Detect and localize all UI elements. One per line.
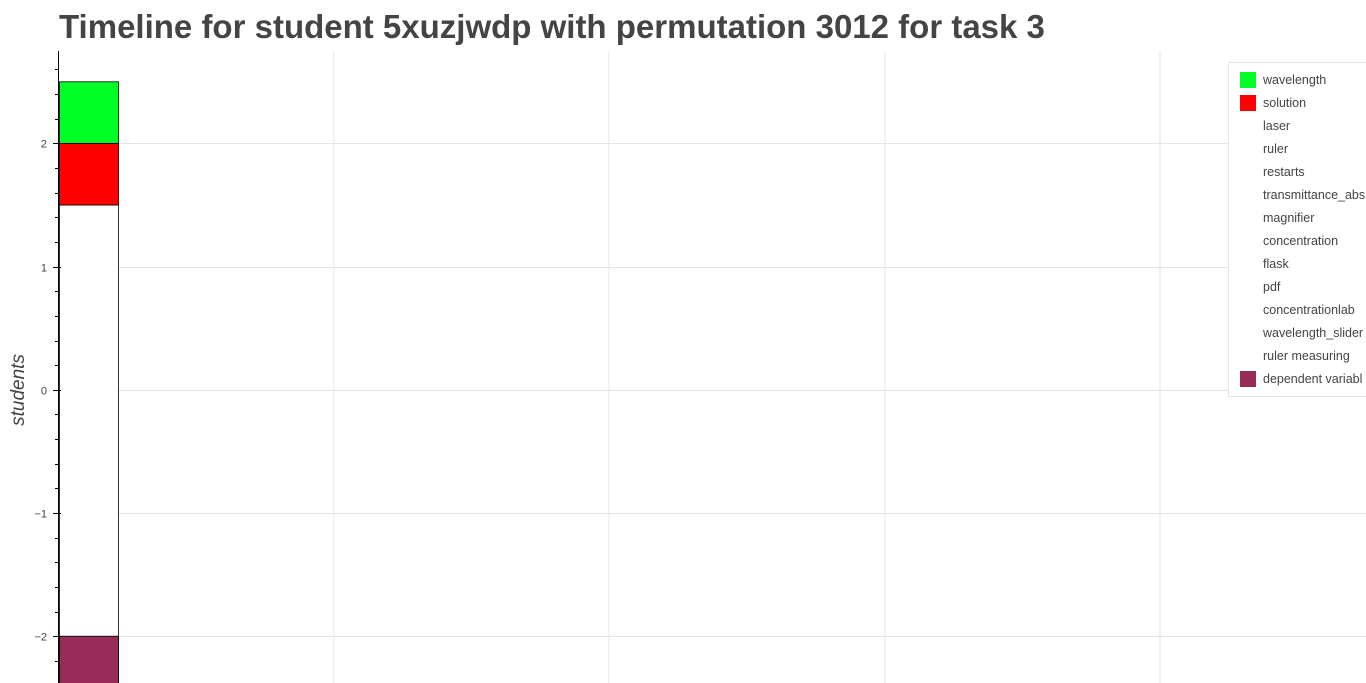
legend-swatch[interactable] [1240,72,1256,88]
y-tick-label: −1 [34,509,47,521]
legend-item-label[interactable]: transmittance_abs [1263,188,1365,202]
legend-item-label[interactable]: ruler measuring [1263,349,1350,363]
legend-item-label[interactable]: solution [1263,96,1306,110]
bar-background-segment [59,204,119,683]
legend-swatch[interactable] [1240,302,1256,318]
legend-item-label[interactable]: concentration [1263,234,1338,248]
bar-dependent-variabl [59,635,119,683]
y-tick-label: 1 [41,263,47,275]
legend-item-label[interactable]: laser [1263,119,1290,133]
legend-item-label[interactable]: pdf [1263,280,1281,294]
legend-swatch[interactable] [1240,325,1256,341]
y-axis-label: students [8,354,29,426]
legend-swatch[interactable] [1240,279,1256,295]
legend-item-label[interactable]: magnifier [1263,211,1314,225]
chart-title: Timeline for student 5xuzjwdp with permu… [59,8,1045,45]
legend-item-label[interactable]: wavelength [1262,73,1326,87]
legend-item-label[interactable]: wavelength_slider [1262,326,1363,340]
timeline-bars [59,81,119,683]
legend-swatch[interactable] [1240,164,1256,180]
y-tick-label: −2 [34,632,47,644]
legend-swatch[interactable] [1240,95,1256,111]
y-tick-label: 0 [41,386,47,398]
bar-wavelength [59,81,119,144]
legend-item-label[interactable]: dependent variabl [1263,372,1362,386]
legend-swatch[interactable] [1240,210,1256,226]
legend-swatch[interactable] [1240,187,1256,203]
bar-solution [59,142,119,206]
legend-swatch[interactable] [1240,256,1256,272]
y-tick-label: 2 [41,139,47,151]
legend-item-label[interactable]: concentrationlab [1263,303,1355,317]
legend-swatch[interactable] [1240,371,1256,387]
legend-swatch[interactable] [1240,233,1256,249]
legend-swatch[interactable] [1240,141,1256,157]
legend-item-label[interactable]: restarts [1263,165,1305,179]
legend-item-label[interactable]: ruler [1263,142,1288,156]
y-axis: −2 −1 0 1 2 students [8,51,61,683]
legend-box [1228,62,1366,397]
legend-swatch[interactable] [1240,118,1256,134]
legend-item-label[interactable]: flask [1263,257,1289,271]
grid-lines [59,51,1366,683]
legend[interactable]: wavelength solution laser ruler restarts tran… [1228,62,1366,397]
legend-swatch[interactable] [1240,348,1256,364]
